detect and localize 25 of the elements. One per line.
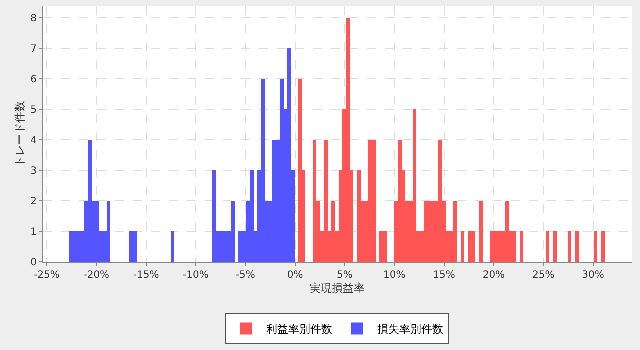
x-tick-label: -25% xyxy=(34,270,60,281)
x-tick-label: 15% xyxy=(433,270,456,281)
x-axis-title: 実現損益率 xyxy=(310,282,365,296)
x-tick-label: 25% xyxy=(532,270,555,281)
y-tick-label: 0 xyxy=(30,258,37,268)
x-tick-label: 20% xyxy=(482,270,506,281)
x-tick-label: 10% xyxy=(383,270,406,281)
x-tick-label: 0% xyxy=(287,270,304,281)
x-tick-label: 5% xyxy=(337,270,353,281)
x-tick-label: -10% xyxy=(183,270,209,281)
y-tick-label: 7 xyxy=(30,44,37,56)
y-axis-title: トレード件数 xyxy=(13,101,26,167)
x-tick-label: -20% xyxy=(84,270,110,281)
y-tick-label: 6 xyxy=(30,74,37,86)
y-tick-label: 1 xyxy=(30,227,37,238)
x-tick-label: -5% xyxy=(236,270,256,281)
x-tick-label: 30% xyxy=(582,270,604,281)
y-tick-label: 8 xyxy=(30,14,37,25)
y-tick-label: 3 xyxy=(30,166,37,178)
y-tick-label: 2 xyxy=(30,196,37,208)
legend-label: 利益率別件数 xyxy=(266,322,332,336)
x-tick-label: -15% xyxy=(133,270,160,281)
legend-label: 損失率別件数 xyxy=(378,322,444,336)
y-tick-label: 4 xyxy=(30,136,37,147)
y-tick-label: 5 xyxy=(30,105,37,116)
